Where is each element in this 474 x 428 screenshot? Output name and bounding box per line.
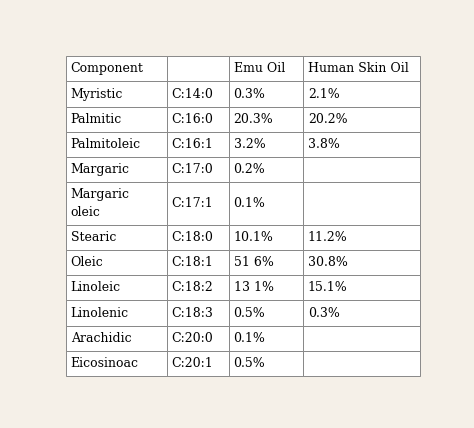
Text: Margaric: Margaric [71, 163, 129, 176]
Bar [66, 250, 167, 275]
Bar [229, 81, 303, 107]
Text: C:18:3: C:18:3 [172, 306, 213, 320]
Bar [303, 107, 420, 132]
Bar [167, 56, 229, 81]
Text: Palmitic: Palmitic [71, 113, 122, 126]
Bar [167, 81, 229, 107]
Text: Arachidic: Arachidic [71, 332, 131, 345]
Bar [66, 351, 167, 376]
Text: Margaric
oleic: Margaric oleic [71, 188, 129, 219]
Text: 0.3%: 0.3% [234, 88, 265, 101]
Text: C:17:1: C:17:1 [172, 197, 213, 210]
Bar [167, 157, 229, 182]
Bar [66, 81, 167, 107]
Text: C:18:2: C:18:2 [172, 281, 213, 294]
Bar [229, 351, 303, 376]
Text: C:17:0: C:17:0 [172, 163, 213, 176]
Bar [167, 132, 229, 157]
Text: Component: Component [71, 62, 144, 75]
Bar [167, 300, 229, 326]
Text: Linoleic: Linoleic [71, 281, 121, 294]
Bar [66, 132, 167, 157]
Bar [66, 107, 167, 132]
Bar [303, 300, 420, 326]
Text: Myristic: Myristic [71, 88, 123, 101]
Bar [303, 225, 420, 250]
Text: 3.8%: 3.8% [308, 138, 340, 151]
Text: C:18:1: C:18:1 [172, 256, 213, 269]
Bar [66, 182, 167, 225]
Bar [303, 182, 420, 225]
Bar [229, 300, 303, 326]
Bar [167, 326, 229, 351]
Text: 20.3%: 20.3% [234, 113, 273, 126]
Text: Stearic: Stearic [71, 231, 116, 244]
Text: 51 6%: 51 6% [234, 256, 273, 269]
Text: C:18:0: C:18:0 [172, 231, 213, 244]
Bar [303, 326, 420, 351]
Text: 0.5%: 0.5% [234, 306, 265, 320]
Text: 15.1%: 15.1% [308, 281, 347, 294]
Bar [167, 182, 229, 225]
Text: 2.1%: 2.1% [308, 88, 340, 101]
Bar [66, 275, 167, 300]
Text: 20.2%: 20.2% [308, 113, 347, 126]
Bar [229, 132, 303, 157]
Text: C:20:1: C:20:1 [172, 357, 213, 370]
Text: 0.3%: 0.3% [308, 306, 340, 320]
Bar [303, 351, 420, 376]
Text: 0.1%: 0.1% [234, 332, 265, 345]
Bar [66, 157, 167, 182]
Text: 0.2%: 0.2% [234, 163, 265, 176]
Bar [229, 107, 303, 132]
Bar [167, 225, 229, 250]
Bar [303, 157, 420, 182]
Text: C:14:0: C:14:0 [172, 88, 213, 101]
Bar [229, 157, 303, 182]
Text: Linolenic: Linolenic [71, 306, 129, 320]
Bar [303, 81, 420, 107]
Bar [229, 275, 303, 300]
Bar [303, 275, 420, 300]
Bar [229, 225, 303, 250]
Bar [229, 326, 303, 351]
Bar [66, 225, 167, 250]
Bar [66, 300, 167, 326]
Bar [229, 250, 303, 275]
Text: 13 1%: 13 1% [234, 281, 273, 294]
Bar [167, 107, 229, 132]
Text: 0.1%: 0.1% [234, 197, 265, 210]
Text: C:16:0: C:16:0 [172, 113, 213, 126]
Text: Palmitoleic: Palmitoleic [71, 138, 141, 151]
Text: 10.1%: 10.1% [234, 231, 273, 244]
Bar [66, 326, 167, 351]
Bar [303, 132, 420, 157]
Text: 0.5%: 0.5% [234, 357, 265, 370]
Bar [167, 275, 229, 300]
Bar [167, 250, 229, 275]
Bar [229, 56, 303, 81]
Bar [167, 351, 229, 376]
Text: Oleic: Oleic [71, 256, 103, 269]
Text: C:16:1: C:16:1 [172, 138, 213, 151]
Text: C:20:0: C:20:0 [172, 332, 213, 345]
Text: 30.8%: 30.8% [308, 256, 348, 269]
Bar [303, 250, 420, 275]
Text: Emu Oil: Emu Oil [234, 62, 285, 75]
Bar [303, 56, 420, 81]
Text: Human Skin Oil: Human Skin Oil [308, 62, 409, 75]
Text: Eicosinoac: Eicosinoac [71, 357, 138, 370]
Text: 3.2%: 3.2% [234, 138, 265, 151]
Text: 11.2%: 11.2% [308, 231, 347, 244]
Bar [66, 56, 167, 81]
Bar [229, 182, 303, 225]
